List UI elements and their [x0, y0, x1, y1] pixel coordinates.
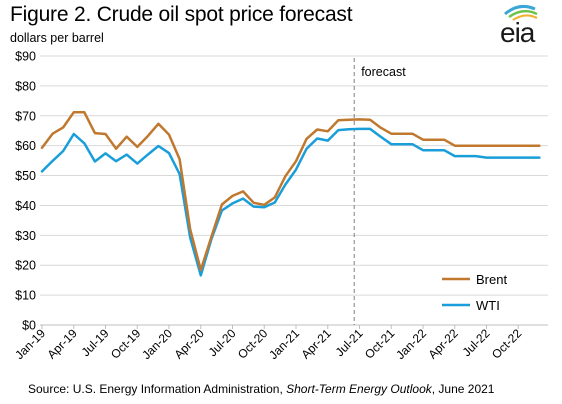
x-tick-label: Apr-21 [298, 326, 334, 362]
source-publication: Short-Term Energy Outlook [286, 382, 432, 396]
y-tick-label: $30 [15, 229, 36, 243]
series-lines [40, 110, 541, 277]
forecast-label: forecast [361, 65, 406, 79]
chart-title: Figure 2. Crude oil spot price forecast [10, 3, 353, 26]
eia-logo-icon [504, 4, 538, 21]
forecast-annotation: forecast [353, 58, 406, 325]
x-tick-label: Jul-21 [333, 326, 366, 359]
y-tick-label: $80 [15, 79, 36, 93]
eia-logo-text: eia [500, 17, 535, 48]
y-tick-label: $70 [15, 109, 36, 123]
series-line-wti [40, 127, 541, 277]
x-axis-ticks: Jan-19Apr-19Jul-19Oct-19Jan-20Apr-20Jul-… [12, 325, 525, 362]
eia-logo: eia [497, 4, 553, 48]
x-tick-label: Oct-22 [489, 326, 525, 362]
source-suffix: , June 2021 [431, 382, 495, 396]
legend: Brent WTI [442, 272, 507, 313]
y-tick-label: $40 [15, 199, 36, 213]
legend-label-brent: Brent [476, 272, 507, 287]
chart-subtitle: dollars per barrel [10, 31, 104, 45]
y-axis-ticks: $0 $10 $20 $30 $40 $50 $60 $70 $80 $90 [15, 50, 36, 333]
x-tick-label: Jan-21 [266, 326, 302, 362]
y-tick-label: $0 [22, 319, 36, 333]
x-tick-label: Jul-20 [206, 326, 239, 359]
x-tick-label: Jan-20 [139, 326, 175, 362]
x-tick-label: Jan-22 [393, 326, 429, 362]
y-tick-label: $50 [15, 169, 36, 183]
x-tick-label: Jul-22 [460, 326, 493, 359]
source-note: Source: U.S. Energy Information Administ… [28, 382, 494, 396]
legend-label-wti: WTI [476, 298, 500, 313]
y-tick-label: $10 [15, 289, 36, 303]
x-tick-label: Oct-21 [362, 326, 398, 362]
x-tick-label: Oct-19 [108, 326, 144, 362]
grid-lines [40, 55, 548, 296]
x-tick-label: Apr-19 [44, 326, 80, 362]
x-tick-label: Jul-19 [79, 326, 112, 359]
y-tick-label: $60 [15, 139, 36, 153]
x-tick-label: Oct-20 [235, 326, 271, 362]
y-tick-label: $20 [15, 259, 36, 273]
source-prefix: Source: U.S. Energy Information Administ… [28, 382, 287, 396]
x-tick-label: Apr-20 [171, 326, 207, 362]
series-line-brent [40, 110, 541, 272]
x-tick-label: Apr-22 [425, 326, 461, 362]
y-tick-label: $90 [15, 50, 36, 64]
